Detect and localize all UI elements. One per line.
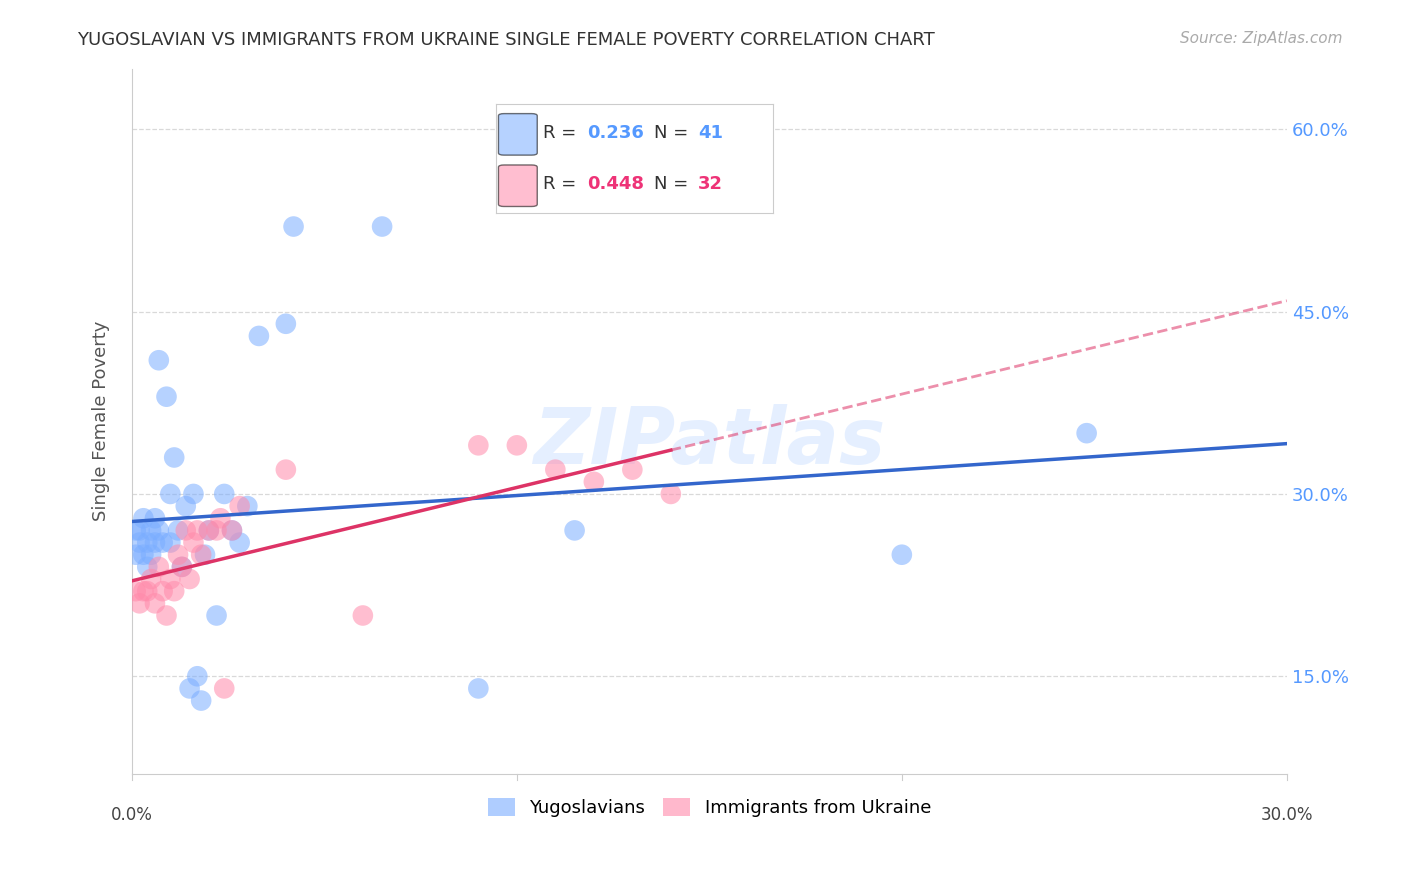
Point [198, 524, 221, 538]
Point [155, 390, 177, 404]
Point [163, 584, 186, 599]
Point [136, 535, 159, 549]
Point [212, 487, 235, 501]
Point [228, 499, 250, 513]
Point [143, 596, 166, 610]
Point [186, 524, 208, 538]
Point [170, 560, 193, 574]
Point [890, 548, 912, 562]
Point [128, 524, 150, 538]
Point [170, 560, 193, 574]
Point [152, 535, 174, 549]
Point [236, 499, 259, 513]
Text: 30.0%: 30.0% [1261, 806, 1313, 824]
Point [544, 462, 567, 476]
Y-axis label: Single Female Poverty: Single Female Poverty [93, 321, 110, 521]
Point [467, 681, 489, 696]
Text: YUGOSLAVIAN VS IMMIGRANTS FROM UKRAINE SINGLE FEMALE POVERTY CORRELATION CHART: YUGOSLAVIAN VS IMMIGRANTS FROM UKRAINE S… [77, 31, 935, 49]
Point [132, 584, 155, 599]
Point [467, 438, 489, 452]
Point [198, 524, 221, 538]
Point [274, 462, 297, 476]
Legend: Yugoslavians, Immigrants from Ukraine: Yugoslavians, Immigrants from Ukraine [481, 790, 938, 824]
Point [143, 511, 166, 525]
Point [136, 560, 159, 574]
Point [221, 524, 243, 538]
Point [159, 572, 181, 586]
Point [621, 462, 644, 476]
Point [283, 219, 305, 234]
Point [139, 524, 162, 538]
Point [139, 548, 162, 562]
Point [139, 572, 162, 586]
Point [148, 560, 170, 574]
Point [128, 596, 150, 610]
Point [371, 219, 394, 234]
Point [221, 524, 243, 538]
Point [125, 584, 148, 599]
Point [174, 524, 197, 538]
Point [179, 681, 201, 696]
Point [167, 548, 190, 562]
Point [205, 608, 228, 623]
Point [247, 329, 270, 343]
Point [183, 535, 205, 549]
Text: Source: ZipAtlas.com: Source: ZipAtlas.com [1180, 31, 1343, 46]
Point [186, 669, 208, 683]
Point [148, 524, 170, 538]
Point [582, 475, 605, 489]
Point [167, 524, 190, 538]
Point [159, 535, 181, 549]
Text: ZIPatlas: ZIPatlas [533, 404, 886, 480]
Point [274, 317, 297, 331]
Point [179, 572, 201, 586]
Point [159, 487, 181, 501]
Point [132, 548, 155, 562]
Point [506, 438, 529, 452]
Point [148, 353, 170, 368]
Point [212, 681, 235, 696]
Point [136, 584, 159, 599]
Point [125, 524, 148, 538]
Point [190, 693, 212, 707]
Point [128, 535, 150, 549]
Point [163, 450, 186, 465]
Point [174, 499, 197, 513]
Point [205, 524, 228, 538]
Point [209, 511, 232, 525]
Point [143, 535, 166, 549]
Point [155, 608, 177, 623]
Text: 0.0%: 0.0% [111, 806, 153, 824]
Point [183, 487, 205, 501]
Point [194, 548, 217, 562]
Point [564, 524, 586, 538]
Point [132, 511, 155, 525]
Point [1076, 426, 1098, 441]
Point [228, 535, 250, 549]
Point [125, 548, 148, 562]
Point [152, 584, 174, 599]
Point [190, 548, 212, 562]
Point [352, 608, 374, 623]
Point [659, 487, 682, 501]
